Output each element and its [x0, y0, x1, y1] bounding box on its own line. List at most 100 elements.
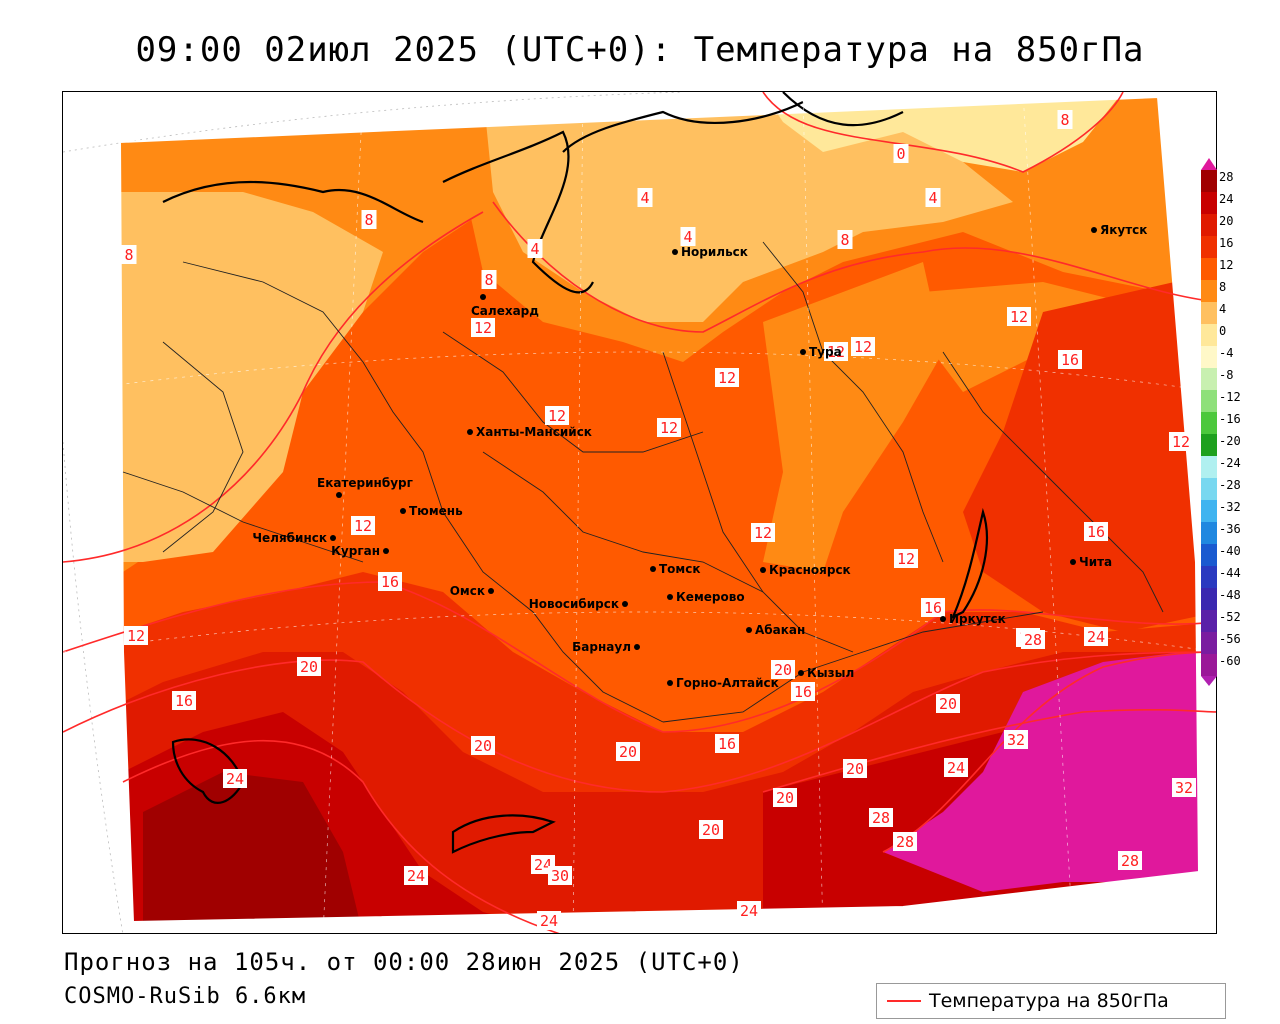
isotherm-label-box: [851, 337, 875, 356]
isotherm-label: 4: [928, 189, 937, 207]
city-label: Якутск: [1100, 223, 1147, 237]
city-dot: [467, 429, 473, 435]
colorbar-swatch: [1201, 236, 1217, 258]
city-dot: [746, 627, 752, 633]
isotherm-label-box: [837, 230, 853, 249]
colorbar-swatch: [1201, 170, 1217, 192]
colorbar-swatch: [1201, 192, 1217, 214]
isotherm-label: 16: [175, 692, 193, 710]
colorbar-swatch: [1201, 412, 1217, 434]
isotherm-label-box: [751, 523, 775, 542]
isotherm-label: 20: [846, 760, 864, 778]
city-markers: Норильск Якутск Салехард Тура Ханты-Мансийск…: [252, 223, 1147, 690]
forecast-map: 0 4 4 4 4 8 8 8 8 8 12 12 12 12 12 12 12 12 12 12 12 12 16 16 16…: [62, 91, 1217, 934]
colorbar-swatch: [1201, 302, 1217, 324]
colorbar-tick-label: -12: [1219, 390, 1241, 404]
isotherm-label: 12: [354, 517, 372, 535]
colorbar-swatch: [1201, 368, 1217, 390]
city-label: Абакан: [755, 623, 805, 637]
isotherm-label-box: [121, 245, 137, 264]
colorbar-tick-label: 8: [1219, 280, 1227, 294]
colorbar-tick-label: 0: [1219, 324, 1227, 338]
colorbar-tick-label: 4: [1219, 302, 1227, 316]
temperature-field: [120, 97, 1199, 922]
colorbar-swatch: [1201, 544, 1217, 566]
isotherm-label: 24: [226, 770, 244, 788]
city-dot: [400, 508, 406, 514]
isotherm-label-box: [773, 788, 797, 807]
isotherm-label: 24: [534, 856, 552, 874]
isotherm-label-box: [351, 516, 375, 535]
isotherm-label: 12: [474, 319, 492, 337]
isotherm-label-box: [699, 820, 723, 839]
city-dot: [330, 535, 336, 541]
colorbar-tick-label: -56: [1219, 632, 1241, 646]
city-label: Кемерово: [676, 590, 745, 604]
city-label: Салехард: [471, 304, 539, 318]
isotherm-label-box: [172, 691, 196, 710]
isotherm-label: 0: [896, 145, 905, 163]
isotherm-label-box: [715, 368, 739, 387]
isotherm-label: 8: [364, 211, 373, 229]
isotherm-label: 8: [484, 271, 493, 289]
isotherm-label-box: [471, 318, 495, 337]
isotherm-label: 24: [407, 867, 425, 885]
city-dot: [672, 249, 678, 255]
colorbar-top-arrow: [1201, 158, 1217, 170]
isotherm-label-box: [527, 239, 543, 258]
colorbar-tick-label: 16: [1219, 236, 1234, 250]
colorbar-tick-label: -28: [1219, 478, 1241, 492]
isotherm-label: 20: [776, 789, 794, 807]
zone-16-20-east: [963, 272, 1199, 632]
region-borders: [122, 241, 1164, 723]
city-dot: [383, 548, 389, 554]
city-label: Тюмень: [409, 504, 463, 518]
isotherm-label-box: [1007, 307, 1031, 326]
isotherm-label-box: [936, 694, 960, 713]
city-dot: [622, 601, 628, 607]
colorbar-tick-label: -52: [1219, 610, 1241, 624]
isotherm-label-box: [944, 758, 968, 777]
isotherm-label: 12: [897, 550, 915, 568]
isotherm-label: 28: [872, 809, 890, 827]
isotherm-label-box: [737, 901, 761, 920]
isotherm-label-box: [843, 759, 867, 778]
isotherm-label-box: [1172, 778, 1196, 797]
isotherm-label: 12: [1010, 308, 1028, 326]
temperature-field-map: 0 4 4 4 4 8 8 8 8 8 12 12 12 12 12 12 12 12 12 12 12 12 16 16 16…: [63, 92, 1216, 933]
colorbar-tick-label: -4: [1219, 346, 1234, 360]
isotherm-label: 12: [827, 343, 845, 361]
city-label: Курган: [331, 544, 380, 558]
city-dot: [488, 588, 494, 594]
isotherm-label: 32: [1175, 779, 1193, 797]
colorbar-swatch: [1201, 258, 1217, 280]
isotherm-label-box: [1058, 350, 1082, 369]
colorbar-swatch: [1201, 478, 1217, 500]
isotherm-label: 12: [660, 419, 678, 437]
isotherm-label: 32: [1007, 731, 1025, 749]
contour-legend: Температура на 850гПа: [876, 983, 1226, 1019]
city-label: Челябинск: [252, 531, 327, 545]
city-dot: [940, 616, 946, 622]
colorbar-swatch: [1201, 610, 1217, 632]
isotherm-label: 4: [530, 240, 539, 258]
isotherm-label-box: [1004, 730, 1028, 749]
isotherm-label: 28: [1024, 631, 1042, 649]
isotherm-label: 20: [939, 695, 957, 713]
city-label: Кызыл: [807, 666, 854, 680]
colorbar-swatch: [1201, 522, 1217, 544]
isotherm-label: 8: [1060, 111, 1069, 129]
isotherm-label-box: [297, 657, 321, 676]
colorbar-tick-label: -24: [1219, 456, 1241, 470]
isotherm-label-box: [1084, 627, 1108, 646]
colorbar-tick-label: -40: [1219, 544, 1241, 558]
city-label: Барнаул: [572, 640, 631, 654]
isotherm-label: 12: [754, 524, 772, 542]
isotherm-label: 20: [774, 661, 792, 679]
isotherm-label-box: [223, 769, 247, 788]
colorbar-swatch: [1201, 214, 1217, 236]
zone-4-8-west: [120, 192, 383, 562]
colorbar-tick-label: -16: [1219, 412, 1241, 426]
graticule-outside: [63, 92, 684, 933]
isotherm-label: 20: [474, 737, 492, 755]
